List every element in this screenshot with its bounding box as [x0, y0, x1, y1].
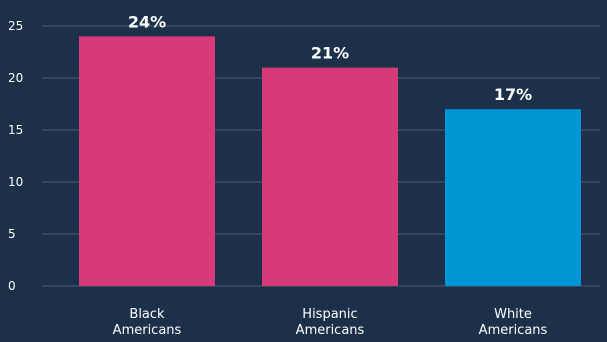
category-label-line: Americans [113, 323, 182, 338]
y-tick-label: 15 [8, 123, 23, 137]
category-label-line: Hispanic [302, 307, 357, 322]
data-label-1: 21% [311, 44, 349, 63]
category-label-0: Black Americans [113, 307, 182, 338]
y-axis-ticks: 0 5 10 15 20 25 [8, 19, 23, 293]
category-label-1: Hispanic Americans [296, 307, 365, 338]
y-tick-label: 10 [8, 175, 23, 189]
bars [79, 36, 581, 287]
category-label-line: Americans [296, 323, 365, 338]
bar-2 [445, 109, 581, 286]
category-label-line: Americans [479, 323, 548, 338]
category-label-2: White Americans [479, 307, 548, 338]
y-tick-label: 0 [8, 279, 16, 293]
data-label-2: 17% [494, 85, 532, 104]
bar-1 [262, 67, 398, 286]
data-labels: 24% 21% 17% [128, 12, 532, 104]
data-label-0: 24% [128, 12, 166, 31]
y-tick-label: 25 [8, 19, 23, 33]
bar-0 [79, 36, 215, 287]
y-tick-label: 5 [8, 227, 16, 241]
y-tick-label: 20 [8, 71, 23, 85]
category-label-line: Black [129, 307, 165, 322]
category-label-line: White [494, 307, 532, 322]
